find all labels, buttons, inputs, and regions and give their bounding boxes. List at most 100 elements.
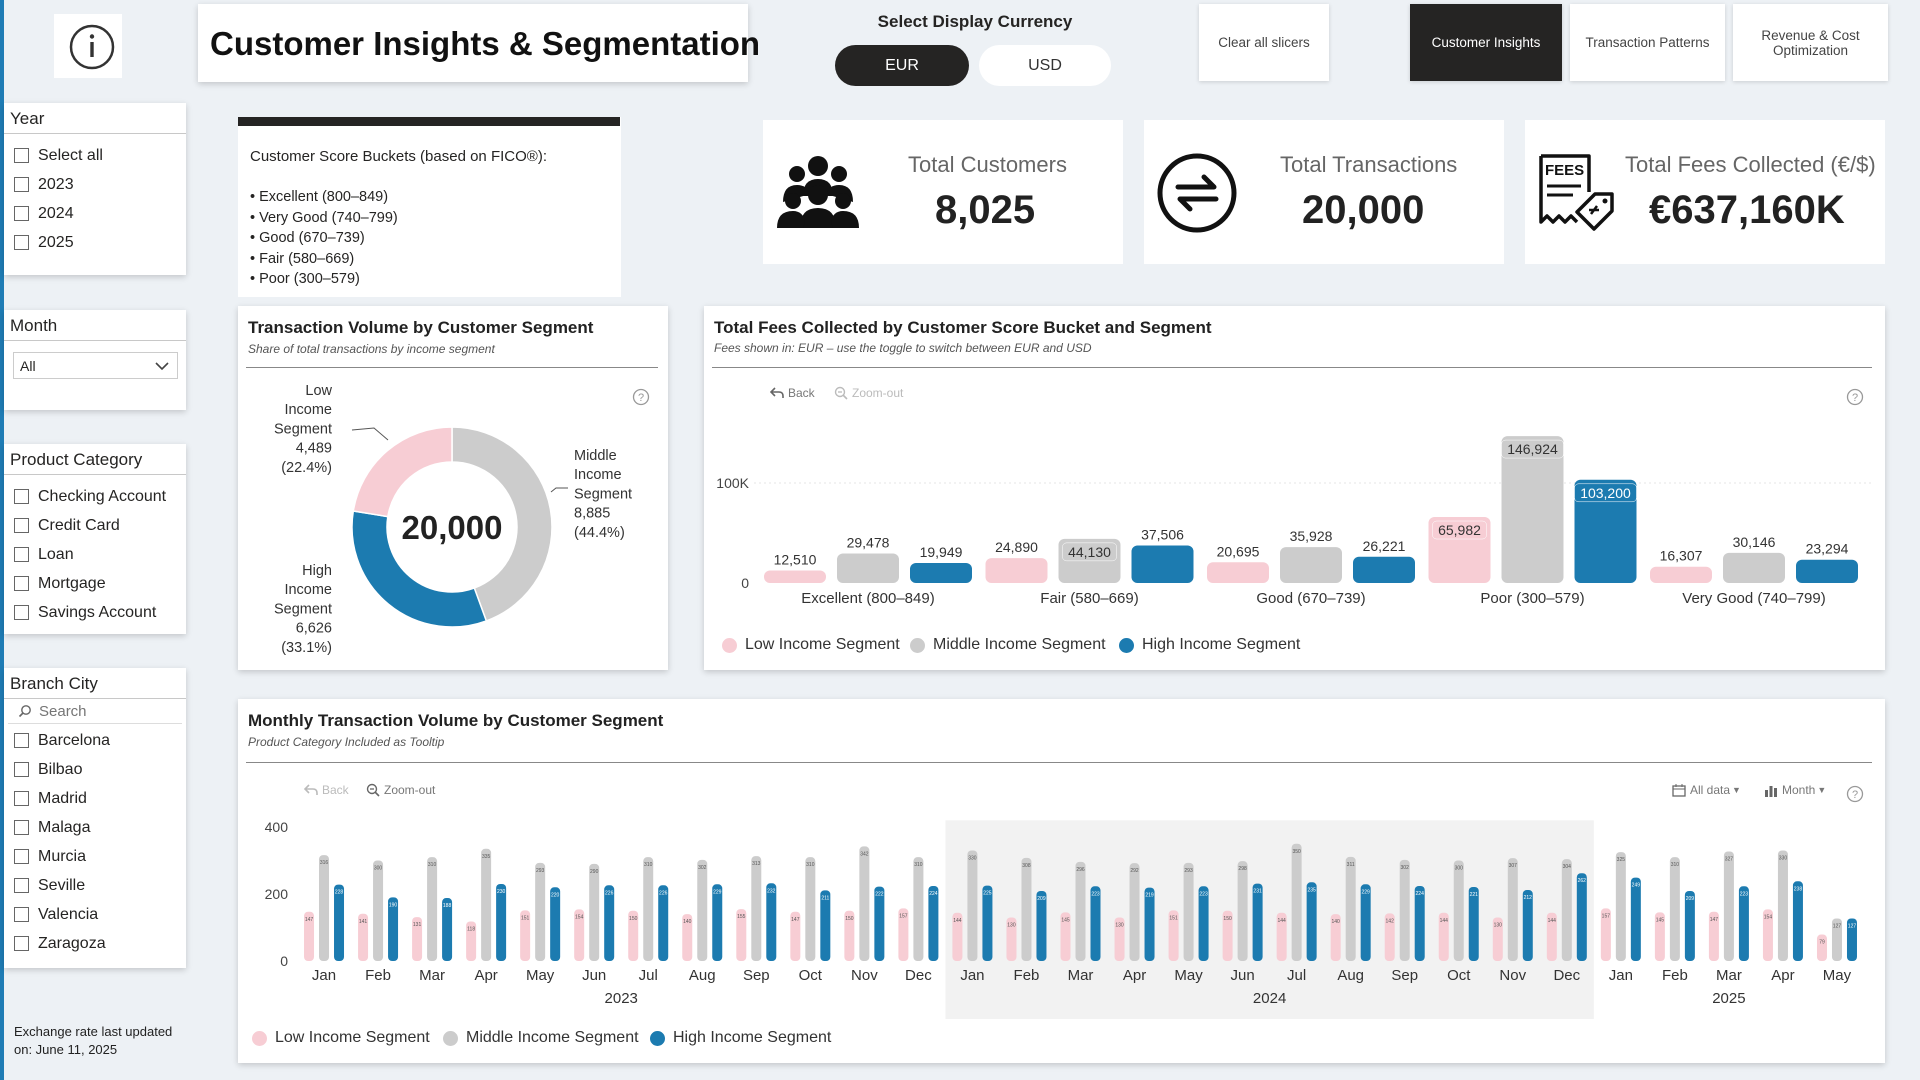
bar-high[interactable] [1306, 882, 1317, 961]
bar-middle[interactable] [373, 860, 384, 962]
city-search[interactable] [8, 699, 182, 724]
checkbox[interactable] [14, 791, 29, 806]
bar-middle[interactable] [1723, 851, 1734, 961]
bar-high[interactable] [604, 885, 615, 961]
bar-high[interactable] [1468, 886, 1479, 961]
checkbox[interactable] [14, 177, 29, 192]
bar-high[interactable] [334, 884, 345, 961]
bar-low[interactable] [628, 910, 639, 961]
help-icon[interactable]: ? [1846, 388, 1864, 406]
bar-middle[interactable] [1453, 860, 1464, 962]
bar-high[interactable] [1131, 545, 1194, 583]
donut-slice-middle[interactable] [451, 426, 553, 622]
bar-middle[interactable] [1129, 863, 1140, 961]
checkbox[interactable] [14, 518, 29, 533]
year-option-2024[interactable]: 2024 [4, 199, 186, 228]
legend-low[interactable]: Low Income Segment [722, 636, 900, 654]
bar-high[interactable] [388, 897, 399, 961]
bar-low[interactable] [1708, 911, 1719, 961]
city-option[interactable]: Bilbao [4, 755, 186, 784]
bar-middle[interactable] [319, 855, 330, 961]
bar-high[interactable] [1353, 556, 1415, 583]
bar-middle[interactable] [1561, 859, 1572, 961]
bar-low[interactable] [304, 911, 315, 961]
bar-high[interactable] [496, 883, 507, 961]
clear-slicers-button[interactable]: Clear all slicers [1199, 4, 1329, 81]
checkbox[interactable] [14, 907, 29, 922]
checkbox[interactable] [14, 605, 29, 620]
bar-middle[interactable] [1777, 850, 1788, 961]
all-data-button[interactable]: All data ▼ [1672, 783, 1741, 797]
back-button[interactable]: Back [304, 783, 349, 797]
bar-middle[interactable] [589, 863, 600, 961]
bar-low[interactable] [1816, 934, 1827, 961]
bar-high[interactable] [982, 885, 993, 961]
bar-low[interactable] [952, 912, 963, 961]
bar-low[interactable] [844, 910, 855, 961]
bar-high[interactable] [1796, 559, 1858, 583]
bar-high[interactable] [1252, 883, 1263, 961]
bar-middle[interactable] [1075, 861, 1086, 961]
bar-high[interactable] [874, 886, 885, 961]
checkbox[interactable] [14, 547, 29, 562]
bar-high[interactable] [1522, 889, 1533, 961]
bar-low[interactable] [1650, 566, 1712, 583]
checkbox[interactable] [14, 576, 29, 591]
city-option[interactable]: Valencia [4, 900, 186, 929]
legend-middle[interactable]: Middle Income Segment [443, 1029, 639, 1047]
legend-high[interactable]: High Income Segment [650, 1029, 831, 1047]
tab-transaction-patterns[interactable]: Transaction Patterns [1570, 4, 1725, 81]
bar-middle[interactable] [967, 850, 978, 961]
search-input[interactable] [37, 701, 181, 721]
bar-high[interactable] [1792, 881, 1803, 961]
currency-eur-button[interactable]: EUR [835, 45, 969, 86]
bar-low[interactable] [898, 908, 909, 961]
product-option[interactable]: Credit Card [4, 511, 186, 540]
bar-low[interactable] [1330, 914, 1341, 961]
bar-middle[interactable] [1345, 856, 1356, 961]
bar-low[interactable] [1207, 562, 1269, 583]
bar-high[interactable] [1574, 479, 1637, 583]
checkbox[interactable] [14, 762, 29, 777]
bar-middle[interactable] [859, 846, 870, 961]
year-option-select-all[interactable]: Select all [4, 141, 186, 170]
bar-low[interactable] [1384, 913, 1395, 961]
bar-low[interactable] [1222, 910, 1233, 961]
bar-high[interactable] [1090, 886, 1101, 961]
tab-revenue-cost[interactable]: Revenue & Cost Optimization [1733, 4, 1888, 81]
checkbox[interactable] [14, 206, 29, 221]
bar-middle[interactable] [427, 857, 438, 961]
bar-low[interactable] [790, 911, 801, 961]
bar-high[interactable] [550, 887, 561, 961]
city-option[interactable]: Seville [4, 871, 186, 900]
bar-high[interactable] [1036, 890, 1047, 961]
bar-middle[interactable] [535, 862, 546, 961]
checkbox[interactable] [14, 733, 29, 748]
product-option[interactable]: Checking Account [4, 482, 186, 511]
bar-low[interactable] [682, 914, 693, 961]
currency-usd-button[interactable]: USD [979, 45, 1111, 86]
bar-middle[interactable] [1291, 843, 1302, 961]
bar-middle[interactable] [1237, 861, 1248, 961]
bar-low[interactable] [1438, 912, 1449, 961]
bar-low[interactable] [1006, 917, 1017, 961]
bar-low[interactable] [1492, 917, 1503, 961]
bar-low[interactable] [736, 909, 747, 961]
legend-middle[interactable]: Middle Income Segment [910, 636, 1106, 654]
bar-middle[interactable] [913, 857, 924, 961]
bar-middle[interactable] [1831, 918, 1842, 961]
bar-middle[interactable] [481, 848, 492, 961]
bar-middle[interactable] [1183, 862, 1194, 961]
bar-high[interactable] [1630, 877, 1641, 961]
checkbox[interactable] [14, 849, 29, 864]
bar-high[interactable] [910, 563, 972, 583]
bar-middle[interactable] [697, 859, 708, 961]
help-icon[interactable]: ? [632, 388, 650, 406]
legend-high[interactable]: High Income Segment [1119, 636, 1300, 654]
product-option[interactable]: Mortgage [4, 569, 186, 598]
donut-slice-low[interactable] [352, 426, 453, 518]
product-option[interactable]: Loan [4, 540, 186, 569]
checkbox[interactable] [14, 235, 29, 250]
zoom-out-button[interactable]: Zoom-out [366, 783, 435, 797]
bar-low[interactable] [574, 909, 585, 961]
